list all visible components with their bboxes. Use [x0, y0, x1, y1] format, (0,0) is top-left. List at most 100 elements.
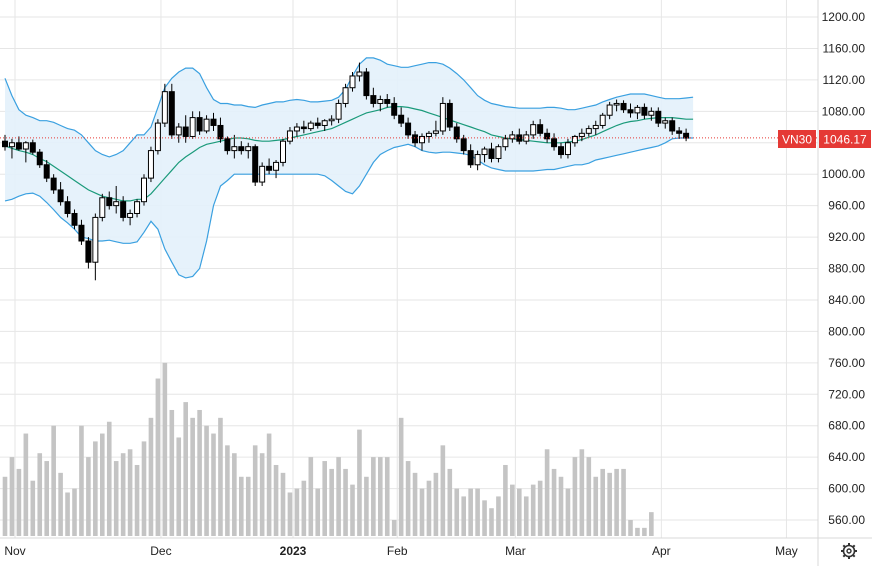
candle-body — [446, 102, 453, 128]
y-tick-label: 1200.00 — [822, 10, 866, 24]
volume-bar — [468, 488, 473, 536]
volume-bar — [475, 488, 480, 536]
volume-bar — [579, 449, 585, 536]
bb-lower-line — [4, 137, 694, 279]
candle-body — [286, 130, 293, 142]
candle-body — [259, 165, 266, 183]
ma-line — [4, 106, 694, 202]
candle-body — [321, 120, 328, 126]
candle-body — [314, 122, 321, 126]
candle-body — [370, 95, 377, 104]
candle — [537, 119, 544, 137]
volume-bar — [447, 468, 453, 536]
volume-bar — [280, 472, 286, 536]
volume-bar — [489, 508, 494, 536]
volume-bar — [371, 457, 376, 536]
candle — [412, 130, 419, 147]
candle — [203, 115, 210, 134]
candle-body — [551, 138, 558, 148]
candle — [231, 134, 238, 159]
candle — [328, 115, 335, 126]
volume-bar — [51, 425, 56, 536]
volume-bar — [586, 457, 592, 536]
candle — [641, 103, 648, 120]
volume-bar — [72, 488, 77, 536]
candle — [384, 94, 391, 108]
candle-body — [425, 132, 432, 137]
candle — [460, 134, 467, 155]
volume-bar — [44, 461, 49, 536]
candle-body — [335, 102, 342, 120]
candle-body — [620, 102, 627, 111]
volume-bar — [482, 500, 487, 536]
candle — [92, 213, 99, 281]
candle-body — [307, 122, 314, 130]
candle — [161, 83, 168, 128]
candle — [356, 62, 363, 82]
candle-body — [92, 216, 99, 263]
candle-body — [648, 110, 655, 116]
candle — [210, 112, 217, 131]
candle — [481, 146, 488, 163]
candle — [502, 134, 509, 151]
candle-body — [398, 114, 405, 124]
candle-body — [544, 132, 551, 140]
last-value-tag: 1046.17 — [819, 130, 871, 148]
candle-body — [134, 201, 141, 214]
candle — [57, 182, 64, 206]
candle-body — [481, 148, 488, 156]
candle — [363, 68, 370, 100]
bb-upper-line — [4, 57, 694, 158]
candle-body — [571, 135, 578, 144]
candle-body — [558, 146, 564, 156]
candle — [488, 142, 495, 163]
candle-body — [502, 138, 509, 148]
y-tick-label: 1080.00 — [822, 104, 866, 118]
symbol-tag: VN30 — [778, 130, 816, 148]
volume-series — [2, 362, 654, 536]
y-tick-label: 560.00 — [828, 513, 865, 527]
candle-body — [377, 99, 384, 104]
volume-bar — [273, 464, 279, 536]
candle-body — [182, 126, 189, 137]
candle — [662, 117, 669, 129]
candle-body — [412, 134, 419, 144]
candle-body — [606, 104, 613, 116]
volume-bar — [211, 433, 216, 536]
candle-body — [578, 132, 585, 137]
candle-body — [293, 126, 300, 132]
candle-body — [64, 201, 71, 214]
volume-bar — [9, 457, 15, 536]
candle — [377, 95, 384, 112]
volume-bar — [197, 409, 202, 536]
candle — [106, 191, 113, 210]
candle-body — [175, 126, 182, 136]
volume-bar — [225, 445, 230, 536]
y-tick-label: 1120.00 — [823, 73, 866, 87]
candle-body — [474, 154, 481, 166]
volume-bar — [65, 492, 70, 536]
volume-bar — [134, 464, 140, 536]
candle — [370, 87, 377, 108]
candle-body — [356, 71, 363, 77]
volume-bar — [266, 433, 272, 536]
volume-bar — [127, 449, 133, 536]
volume-bar — [336, 457, 341, 536]
candle-body — [210, 118, 217, 126]
volume-bar — [58, 472, 63, 536]
candle-body — [224, 138, 231, 152]
volume-bar — [398, 417, 404, 536]
gear-icon[interactable] — [841, 543, 857, 559]
candle-body — [78, 224, 85, 242]
candle — [266, 158, 273, 175]
volume-bar — [239, 476, 244, 536]
time-scale[interactable]: Nov Dec 2023 Feb Mar Apr May — [4, 544, 797, 558]
candle-body — [238, 146, 245, 152]
candle-body — [564, 142, 571, 156]
candle-body — [161, 91, 168, 124]
volume-bar — [642, 527, 647, 536]
volume-bar — [412, 472, 418, 536]
volume-bar — [294, 488, 300, 536]
volume-bar — [113, 461, 119, 536]
